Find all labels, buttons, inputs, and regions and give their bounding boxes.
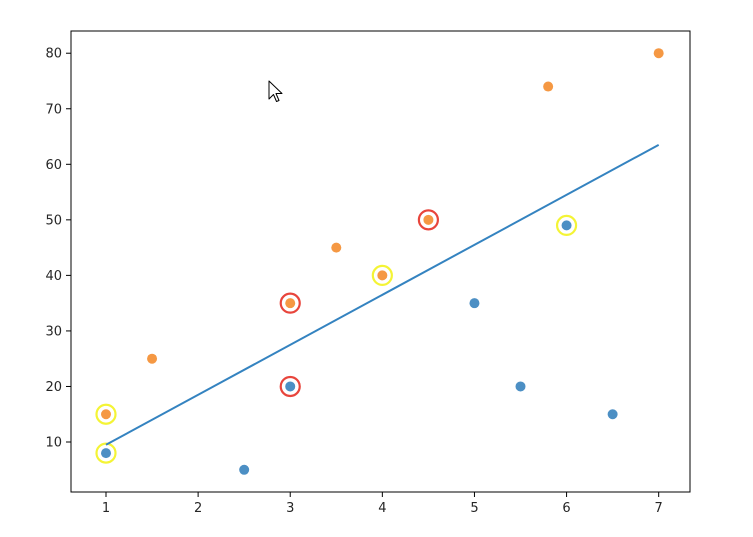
x-tick-label-0: 1 (102, 501, 110, 516)
trend-line (105, 143, 660, 446)
y-tick-label-7: 80 (45, 47, 62, 62)
y-tick-label-2: 30 (45, 324, 62, 339)
x-tick-label-2: 3 (286, 501, 294, 516)
highlight-ring-yellow-highlight-6 (555, 214, 578, 236)
blue-point-4 (515, 381, 526, 392)
highlight-ring-yellow-highlight-4 (95, 442, 117, 464)
x-tick-label-6: 7 (655, 501, 663, 516)
x-tick-label-4: 5 (470, 501, 478, 516)
mouse-pointer-icon (268, 80, 284, 108)
y-tick-label-4: 50 (45, 213, 62, 228)
chart-marks (95, 48, 664, 475)
highlight-ring-red-highlight-2 (417, 209, 439, 231)
highlight-ring-yellow-highlight-3 (95, 403, 117, 425)
y-tick-label-0: 10 (45, 436, 62, 451)
axes: 1 2 3 4 5 6 7 10 20 30 40 50 60 70 80 (45, 30, 691, 516)
y-tick-label-3: 40 (45, 269, 62, 284)
highlight-ring-red-highlight-1 (279, 375, 301, 398)
x-tick-label-5: 6 (562, 501, 570, 516)
highlight-ring-yellow-highlight-5 (371, 264, 393, 286)
highlight-ring-red-highlight-0 (279, 292, 301, 314)
x-tick-label-1: 2 (194, 501, 202, 516)
orange-point-0 (101, 409, 112, 420)
y-tick-label-1: 20 (45, 380, 62, 395)
blue-point-0 (101, 448, 112, 459)
orange-point-5 (423, 214, 434, 225)
orange-point-4 (377, 270, 388, 281)
y-tick-label-5: 60 (45, 158, 62, 173)
plot-frame (70, 30, 691, 493)
x-tick-label-3: 4 (378, 501, 386, 516)
blue-point-1 (239, 464, 250, 475)
y-tick-label-6: 70 (45, 102, 62, 117)
orange-point-6 (543, 81, 554, 92)
blue-point-2 (285, 381, 296, 392)
orange-point-7 (653, 48, 664, 59)
blue-point-5 (561, 220, 572, 231)
orange-point-2 (285, 298, 296, 309)
orange-point-1 (147, 353, 158, 364)
blue-point-6 (607, 409, 618, 420)
blue-point-3 (469, 298, 480, 309)
orange-point-3 (331, 242, 342, 253)
